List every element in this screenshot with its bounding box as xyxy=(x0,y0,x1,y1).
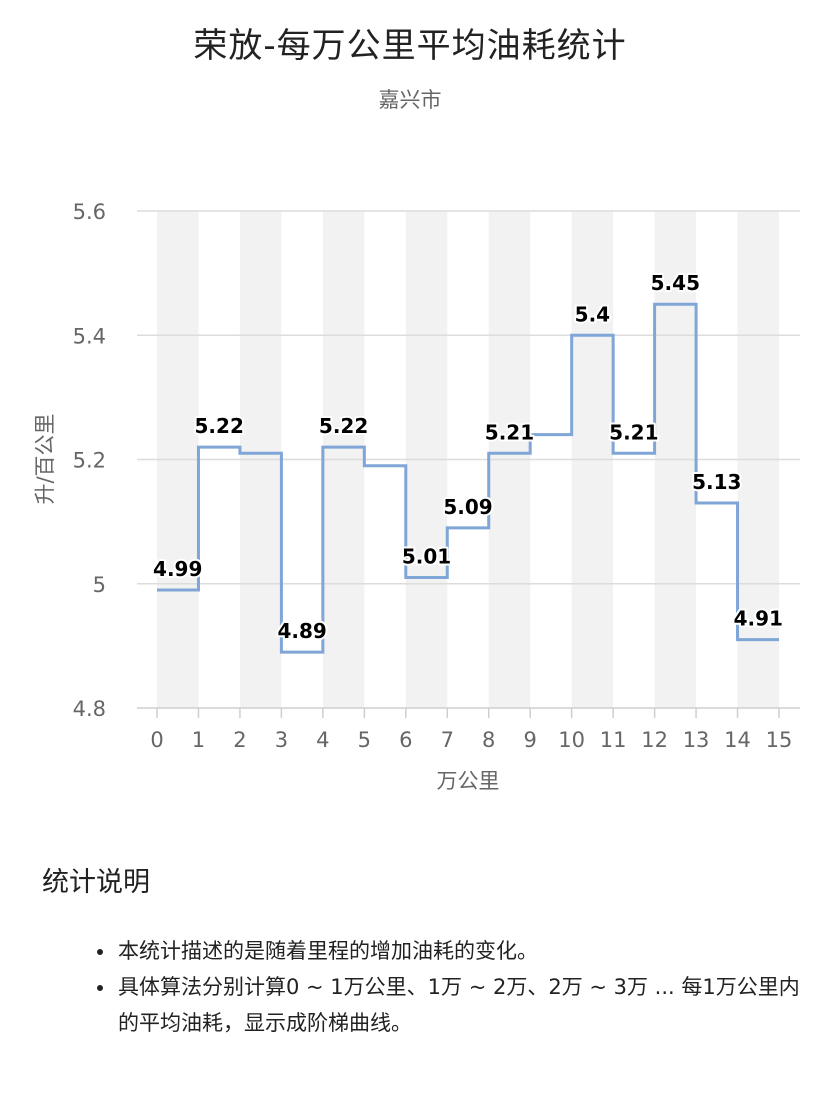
x-tick-label: 15 xyxy=(766,728,793,752)
x-tick-label: 3 xyxy=(275,728,288,752)
x-tick-label: 6 xyxy=(399,728,412,752)
x-tick-label: 1 xyxy=(192,728,205,752)
x-tick-label: 14 xyxy=(724,728,751,752)
data-labels: 4.99 5.22 4.89 5.22 5.01 5.09 5.21 5.4 5.21 5.45 5… xyxy=(151,269,785,645)
data-label: 5.13 xyxy=(692,470,741,494)
data-label: 5.01 xyxy=(402,545,451,569)
y-tick-label: 4.8 xyxy=(73,697,106,721)
notes-heading: 统计说明 xyxy=(42,867,150,898)
chart-subtitle: 嘉兴市 xyxy=(378,88,442,112)
chart-title: 荣放-每万公里平均油耗统计 xyxy=(193,26,627,66)
notes-list: 本统计描述的是随着里程的增加油耗的变化。 具体算法分别计算0 ~ 1万公里、1万… xyxy=(42,933,802,1041)
y-axis-label: 升/百公里 xyxy=(33,413,57,504)
x-tick-label: 11 xyxy=(600,728,627,752)
x-tick-label: 2 xyxy=(233,728,246,752)
data-label: 5.22 xyxy=(195,414,244,438)
data-label: 4.89 xyxy=(277,619,326,643)
notes-section: 统计说明 本统计描述的是随着里程的增加油耗的变化。 具体算法分别计算0 ~ 1万… xyxy=(42,860,802,1041)
x-tick-label: 8 xyxy=(482,728,495,752)
grid-lines xyxy=(137,210,800,709)
data-label: 5.4 xyxy=(575,302,610,326)
x-tick-label: 9 xyxy=(524,728,537,752)
x-tick-label: 10 xyxy=(558,728,585,752)
data-label: 5.21 xyxy=(485,420,534,444)
x-tick-label: 7 xyxy=(441,728,454,752)
data-label: 4.99 xyxy=(153,557,202,581)
notes-item: 本统计描述的是随着里程的增加油耗的变化。 xyxy=(116,933,802,969)
x-tick-label: 4 xyxy=(316,728,329,752)
data-label: 5.22 xyxy=(319,414,368,438)
y-tick-label: 5.2 xyxy=(73,449,106,473)
x-axis: 0 1 2 3 4 5 6 7 8 9 10 11 12 13 14 15 xyxy=(150,708,792,752)
data-label: 5.09 xyxy=(443,495,492,519)
step-chart: 4.855.25.45.6 0 1 2 3 4 5 6 7 8 9 10 11 12 13 14 15 4.9… xyxy=(33,200,800,793)
data-label: 5.45 xyxy=(651,271,700,295)
x-tick-label: 12 xyxy=(641,728,668,752)
x-tick-label: 5 xyxy=(358,728,371,752)
y-tick-label: 5 xyxy=(93,573,106,597)
x-tick-label: 13 xyxy=(683,728,710,752)
y-tick-label: 5.6 xyxy=(73,200,106,224)
x-tick-label: 0 xyxy=(150,728,163,752)
notes-item: 具体算法分别计算0 ~ 1万公里、1万 ~ 2万、2万 ~ 3万 ... 每1万… xyxy=(116,969,802,1041)
data-label: 5.21 xyxy=(609,420,658,444)
y-tick-label: 5.4 xyxy=(73,324,106,348)
y-axis-ticks: 4.8 5 5.2 5.4 5.6 xyxy=(73,200,106,721)
x-axis-label: 万公里 xyxy=(437,769,500,793)
series-step-line xyxy=(157,302,779,654)
data-label: 4.91 xyxy=(734,607,783,631)
